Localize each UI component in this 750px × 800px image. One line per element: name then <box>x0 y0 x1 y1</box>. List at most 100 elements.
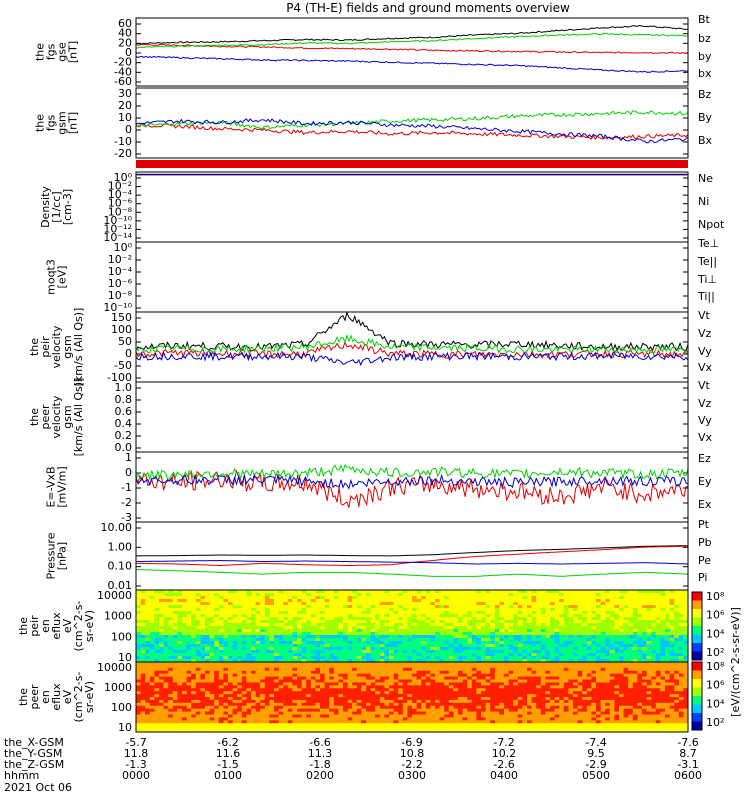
spectrogram-cell <box>467 670 473 675</box>
spectrogram-cell <box>504 626 510 630</box>
spectrogram-cell <box>205 662 211 666</box>
spectrogram-cell <box>471 691 477 695</box>
spectrogram-cell <box>347 676 353 680</box>
spectrogram-cell <box>375 662 381 666</box>
spectrogram-cell <box>191 647 197 651</box>
spectrogram-cell <box>398 676 404 680</box>
spectrogram-cell <box>605 602 611 606</box>
spectrogram-cell <box>407 590 413 594</box>
spectrogram-cell <box>458 697 464 701</box>
spectrogram-cell <box>425 650 431 654</box>
spectrogram-cell <box>467 667 473 672</box>
spectrogram-cell <box>177 659 183 663</box>
spectrogram-cell <box>301 596 307 600</box>
spectrogram-cell <box>665 659 671 663</box>
ylabel-peir_velocity: velocity <box>50 325 63 368</box>
spectrogram-cell <box>481 726 487 730</box>
spectrogram-cell <box>485 662 491 666</box>
spectrogram-cell <box>172 667 178 672</box>
spectrogram-cell <box>287 632 293 636</box>
ytick-label: 0.01 <box>108 579 133 592</box>
spectrogram-cell <box>554 659 560 663</box>
spectrogram-cell <box>274 620 280 624</box>
spectrogram-cell <box>448 694 454 698</box>
spectrogram-cell <box>614 650 620 654</box>
spectrogram-cell <box>623 620 629 624</box>
spectrogram-cell <box>605 638 611 642</box>
spectrogram-cell <box>195 632 201 636</box>
spectrogram-cell <box>209 679 215 683</box>
ylabel-fgs_gsm: gsm <box>56 111 69 134</box>
spectrogram-cell <box>315 702 321 707</box>
spectrogram-cell <box>430 650 436 654</box>
spectrogram-cell <box>306 673 312 678</box>
spectrogram-cell <box>619 611 625 615</box>
spectrogram-cell <box>320 605 326 609</box>
spectrogram-cell <box>527 659 533 663</box>
spectrogram-cell <box>338 620 344 624</box>
spectrogram-cell <box>205 726 211 730</box>
spectrogram-cell <box>439 638 445 642</box>
spectrogram-cell <box>140 650 146 654</box>
panel-frame <box>135 521 689 591</box>
spectrogram-cell <box>651 644 657 648</box>
spectrogram-cell <box>329 717 335 721</box>
spectrogram-cell <box>504 623 510 627</box>
spectrogram-cell <box>214 602 220 606</box>
spectrogram-cell <box>159 699 165 704</box>
spectrogram-cell <box>356 653 362 657</box>
spectrogram-cell <box>195 685 201 689</box>
spectrogram-cell <box>573 632 579 636</box>
spectrogram-cell <box>361 723 367 727</box>
spectrogram-cell <box>674 653 680 657</box>
spectrogram-cell <box>177 662 183 666</box>
spectrogram-cell <box>191 602 197 606</box>
spectrogram-cell <box>494 590 500 594</box>
spectrogram-cell <box>614 617 620 621</box>
spectrogram-cell <box>246 620 252 624</box>
spectrogram-cell <box>435 599 441 603</box>
spectrogram-cell <box>278 667 284 672</box>
spectrogram-cell <box>209 708 215 713</box>
spectrogram-cell <box>159 673 165 678</box>
spectrogram-cell <box>421 602 427 606</box>
spectrogram-cell <box>182 699 188 704</box>
spectrogram-cell <box>140 608 146 612</box>
spectrogram-cell <box>559 626 565 630</box>
spectrogram-cell <box>481 599 487 603</box>
spectrogram-cell <box>315 708 321 713</box>
spectrogram-cell <box>182 708 188 713</box>
spectrogram-cell <box>310 650 316 654</box>
spectrogram-cell <box>508 626 514 630</box>
spectrogram-cell <box>522 635 528 639</box>
spectrogram-cell <box>435 641 441 645</box>
spectrogram-cell <box>361 676 367 680</box>
spectrogram-cell <box>324 702 330 707</box>
spectrogram-cell <box>540 659 546 663</box>
spectrogram-cell <box>246 670 252 675</box>
spectrogram-cell <box>283 694 289 698</box>
spectrogram-cell <box>517 623 523 627</box>
spectrogram-cell <box>412 711 418 715</box>
spectrogram-cell <box>315 682 321 686</box>
spectrogram-cell <box>186 702 192 707</box>
spectrogram-cell <box>140 659 146 663</box>
spectrogram-cell <box>683 614 689 618</box>
spectrogram-cell <box>186 664 192 669</box>
ytick-label: 1000 <box>104 681 132 694</box>
spectrogram-cell <box>251 608 257 612</box>
spectrogram-cell <box>168 729 174 733</box>
spectrogram-cell <box>642 590 648 594</box>
spectrogram-cell <box>412 723 418 727</box>
spectrogram-cell <box>490 638 496 642</box>
spectrogram-cell <box>393 676 399 680</box>
spectrogram-cell <box>370 714 376 718</box>
ylabel-peir_spectrogram: (cm^2-s- <box>72 601 85 652</box>
spectrogram-cell <box>467 605 473 609</box>
spectrogram-cell <box>223 667 229 672</box>
spectrogram-cell <box>430 629 436 633</box>
spectrogram-cell <box>499 647 505 651</box>
spectrogram-cell <box>412 694 418 698</box>
spectrogram-cell <box>517 599 523 603</box>
